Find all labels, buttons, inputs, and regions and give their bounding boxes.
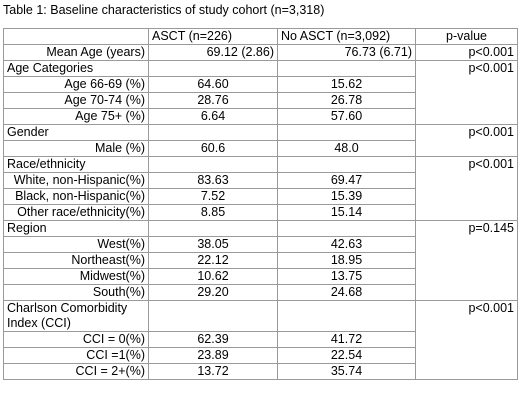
no-asct-value: 48.0 xyxy=(277,140,416,157)
pvalue: p=0.145 xyxy=(415,220,518,301)
no-asct-value: 35.74 xyxy=(277,363,416,380)
row-label: Age 66-69 (%) xyxy=(3,76,149,93)
no-asct-value: 18.95 xyxy=(277,252,416,269)
table-row: White, non-Hispanic(%) 83.63 69.47 xyxy=(3,172,518,189)
section-label: Race/ethnicity xyxy=(3,156,149,173)
asct-value: 29.20 xyxy=(148,284,278,301)
section-label: Region xyxy=(3,220,149,237)
row-label: Black, non-Hispanic(%) xyxy=(3,188,149,205)
no-asct-value: 24.68 xyxy=(277,284,416,301)
no-asct-value xyxy=(277,300,416,332)
table-row: Northeast(%) 22.12 18.95 xyxy=(3,252,518,269)
asct-value: 69.12 (2.86) xyxy=(148,44,278,61)
asct-value xyxy=(148,124,278,141)
no-asct-value: 76.73 (6.71) xyxy=(277,44,416,61)
asct-value: 38.05 xyxy=(148,236,278,253)
table-row: CCI = 2+(%) 13.72 35.74 xyxy=(3,363,518,380)
table-row: Mean Age (years) 69.12 (2.86) 76.73 (6.7… xyxy=(3,44,518,61)
no-asct-value: 69.47 xyxy=(277,172,416,189)
header-row: ASCT (n=226) No ASCT (n=3,092) p-value xyxy=(3,28,518,45)
header-blank-cell xyxy=(3,28,149,45)
row-label: West(%) xyxy=(3,236,149,253)
asct-value: 7.52 xyxy=(148,188,278,205)
no-asct-value xyxy=(277,60,416,77)
no-asct-value xyxy=(277,124,416,141)
no-asct-value: 26.78 xyxy=(277,92,416,109)
table-row: Other race/ethnicity(%) 8.85 15.14 xyxy=(3,204,518,221)
section-label: Charlson Comorbidity Index (CCI) xyxy=(3,300,149,332)
no-asct-value: 15.39 xyxy=(277,188,416,205)
asct-value: 10.62 xyxy=(148,268,278,285)
table-row: West(%) 38.05 42.63 xyxy=(3,236,518,253)
table-row: Black, non-Hispanic(%) 7.52 15.39 xyxy=(3,188,518,205)
asct-value: 22.12 xyxy=(148,252,278,269)
row-label: Mean Age (years) xyxy=(3,44,149,61)
table-row: Race/ethnicity p<0.001 xyxy=(3,156,518,221)
table-row: Male (%) 60.6 48.0 xyxy=(3,140,518,157)
row-label: CCI = 0(%) xyxy=(3,331,149,348)
pvalue: p<0.001 xyxy=(415,44,518,61)
row-label: South(%) xyxy=(3,284,149,301)
row-label: Age 70-74 (%) xyxy=(3,92,149,109)
pvalue: p<0.001 xyxy=(415,60,518,125)
asct-value: 64.60 xyxy=(148,76,278,93)
asct-value xyxy=(148,60,278,77)
table-row: CCI = 0(%) 62.39 41.72 xyxy=(3,331,518,348)
asct-value xyxy=(148,220,278,237)
no-asct-value: 15.14 xyxy=(277,204,416,221)
no-asct-value xyxy=(277,156,416,173)
table-row: CCI =1(%) 23.89 22.54 xyxy=(3,347,518,364)
row-label: Age 75+ (%) xyxy=(3,108,149,125)
asct-value: 62.39 xyxy=(148,331,278,348)
baseline-characteristics-table: ASCT (n=226) No ASCT (n=3,092) p-value M… xyxy=(3,28,518,380)
asct-value: 60.6 xyxy=(148,140,278,157)
pvalue: p<0.001 xyxy=(415,124,518,157)
table-caption: Table 1: Baseline characteristics of stu… xyxy=(3,3,325,17)
table-row: Charlson Comorbidity Index (CCI) p<0.001 xyxy=(3,300,518,380)
no-asct-value xyxy=(277,220,416,237)
asct-value: 13.72 xyxy=(148,363,278,380)
section-label: Age Categories xyxy=(3,60,149,77)
asct-value xyxy=(148,300,278,332)
pvalue: p<0.001 xyxy=(415,156,518,221)
no-asct-value: 13.75 xyxy=(277,268,416,285)
row-label: CCI = 2+(%) xyxy=(3,363,149,380)
table-row: Age 70-74 (%) 28.76 26.78 xyxy=(3,92,518,109)
header-no-asct: No ASCT (n=3,092) xyxy=(277,28,416,45)
row-label: White, non-Hispanic(%) xyxy=(3,172,149,189)
asct-value xyxy=(148,156,278,173)
asct-value: 8.85 xyxy=(148,204,278,221)
header-asct: ASCT (n=226) xyxy=(148,28,278,45)
row-label: Other race/ethnicity(%) xyxy=(3,204,149,221)
asct-value: 6.64 xyxy=(148,108,278,125)
table-row: Region p=0.145 xyxy=(3,220,518,301)
header-pvalue: p-value xyxy=(415,28,518,45)
no-asct-value: 41.72 xyxy=(277,331,416,348)
no-asct-value: 22.54 xyxy=(277,347,416,364)
section-label: Gender xyxy=(3,124,149,141)
asct-value: 83.63 xyxy=(148,172,278,189)
asct-value: 28.76 xyxy=(148,92,278,109)
no-asct-value: 57.60 xyxy=(277,108,416,125)
pvalue: p<0.001 xyxy=(415,300,518,380)
no-asct-value: 42.63 xyxy=(277,236,416,253)
no-asct-value: 15.62 xyxy=(277,76,416,93)
asct-value: 23.89 xyxy=(148,347,278,364)
table-row: Gender p<0.001 xyxy=(3,124,518,157)
table-row: Age Categories p<0.001 xyxy=(3,60,518,125)
row-label: Male (%) xyxy=(3,140,149,157)
row-label: Northeast(%) xyxy=(3,252,149,269)
row-label: Midwest(%) xyxy=(3,268,149,285)
row-label: CCI =1(%) xyxy=(3,347,149,364)
